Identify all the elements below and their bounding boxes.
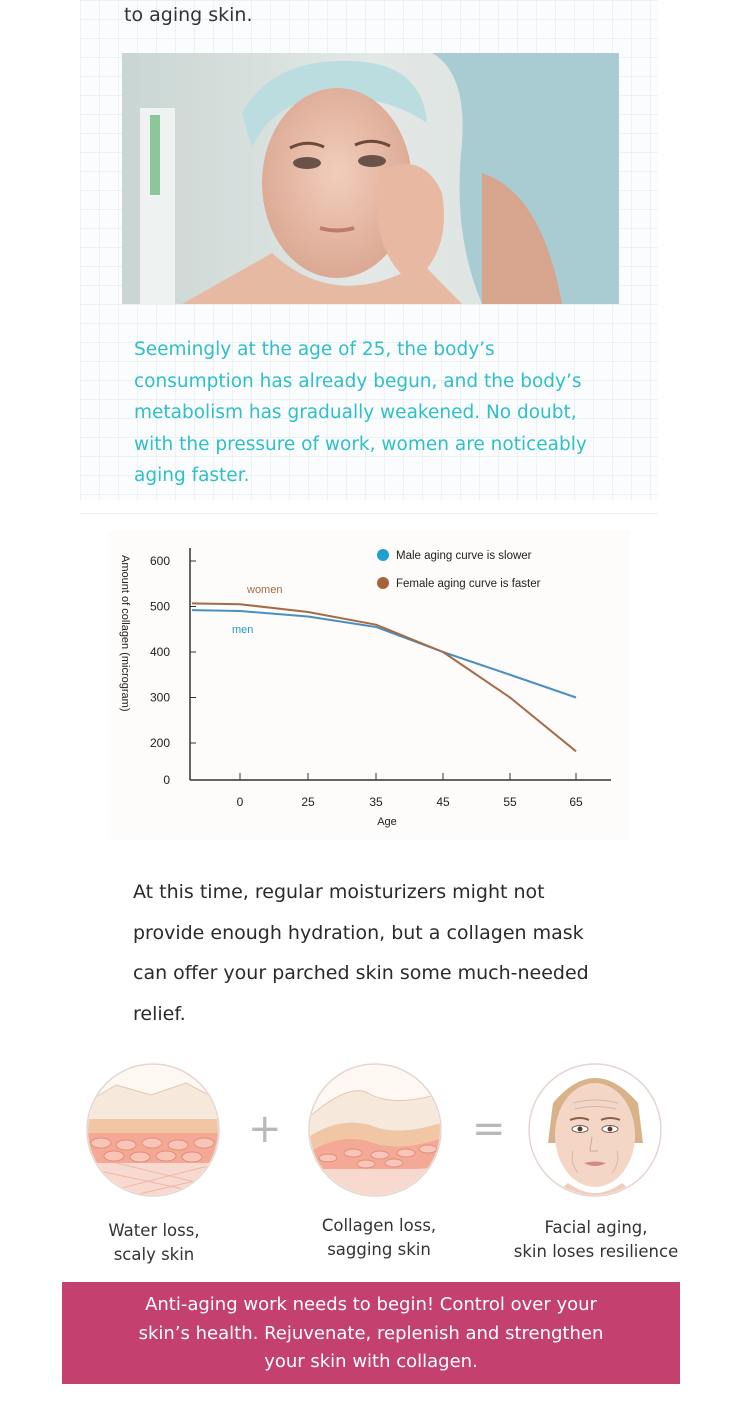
series-line-men xyxy=(191,609,577,699)
illustration-label-water-loss: Water loss, scaly skin xyxy=(54,1219,254,1267)
mid-line: At this time, regular moisturizers might… xyxy=(133,881,545,903)
legend-marker xyxy=(377,549,389,561)
y-tick-label: 200 xyxy=(150,736,170,750)
x-tick-label: 35 xyxy=(369,795,383,809)
x-tick-label: 65 xyxy=(569,795,583,809)
y-tick-label: 500 xyxy=(150,600,170,614)
illustration-label-facial-aging: Facial aging, skin loses resilience xyxy=(496,1216,696,1264)
legend-label: Male aging curve is slower xyxy=(396,550,532,562)
anti-aging-banner: Anti-aging work needs to begin! Control … xyxy=(62,1282,680,1384)
teal-line: consumption has already begun, and the b… xyxy=(134,370,582,392)
water-loss-skin-illustration xyxy=(86,1063,220,1201)
illustration-label-collagen-loss: Collagen loss, sagging skin xyxy=(279,1214,479,1262)
intro-text-tail: to aging skin. xyxy=(124,4,253,26)
label-line: Water loss, xyxy=(108,1221,200,1240)
banner-line: skin’s health. Rejuvenate, replenish and… xyxy=(138,1322,604,1344)
y-axis-title: Amount of collagen (microgram) xyxy=(119,555,131,712)
plus-sign: + xyxy=(248,1106,282,1152)
label-line: sagging skin xyxy=(327,1240,431,1259)
mid-line: can offer your parched skin some much-ne… xyxy=(133,962,589,984)
legend-label: Female aging curve is faster xyxy=(396,578,541,590)
banner-line: your skin with collagen. xyxy=(264,1351,478,1372)
section-divider xyxy=(80,513,658,514)
x-tick-label: 0 xyxy=(237,795,244,809)
mid-line: provide enough hydration, but a collagen… xyxy=(133,921,584,944)
banner-line: Anti-aging work needs to begin! Control … xyxy=(145,1294,597,1315)
woman-mirror-photo xyxy=(122,53,619,304)
x-tick-label: 55 xyxy=(503,795,517,809)
teal-line: aging faster. xyxy=(134,465,250,486)
moisturizer-paragraph: At this time, regular moisturizers might… xyxy=(133,872,623,1034)
teal-line: metabolism has gradually weakened. No do… xyxy=(134,402,577,423)
teal-line: with the pressure of work, women are not… xyxy=(134,433,587,455)
legend-marker xyxy=(377,577,389,589)
series-label-men: men xyxy=(232,624,253,636)
teal-line: Seemingly at the age of 25, the body’s xyxy=(134,339,495,360)
label-line: skin loses resilience xyxy=(513,1242,679,1261)
collagen-chart: 600 500 400 300 200 0 0 25 35 45 55 65 Age Amount of … xyxy=(108,530,630,840)
mid-line: relief. xyxy=(133,1002,186,1025)
x-tick-label: 25 xyxy=(301,795,315,809)
x-axis-title: Age xyxy=(377,816,397,828)
y-tick-label: 600 xyxy=(150,554,170,568)
label-line: Facial aging, xyxy=(544,1218,648,1237)
x-tick-label: 45 xyxy=(436,795,450,809)
label-line: Collagen loss, xyxy=(321,1216,437,1235)
teal-paragraph: Seemingly at the age of 25, the body’s c… xyxy=(134,334,624,492)
series-line-women xyxy=(191,602,577,753)
y-tick-label: 0 xyxy=(163,773,170,787)
label-line: scaly skin xyxy=(113,1245,195,1264)
equals-sign: = xyxy=(472,1106,506,1152)
collagen-loss-skin-illustration xyxy=(308,1063,442,1201)
y-tick-label: 300 xyxy=(150,691,170,705)
y-tick-label: 400 xyxy=(150,645,170,659)
series-label-women: women xyxy=(246,584,282,596)
aging-face-illustration xyxy=(528,1063,662,1201)
collagen-chart-svg: 600 500 400 300 200 0 0 25 35 45 55 65 Age Amount of … xyxy=(119,548,611,828)
